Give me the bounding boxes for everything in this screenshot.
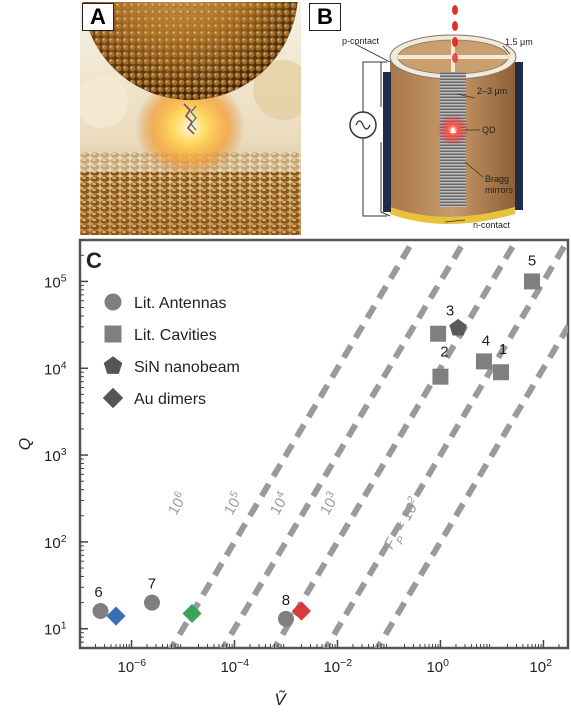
purcell-line [168,240,418,648]
y-axis-label: Q [17,438,34,450]
x-tick-label: 10−6 [117,657,146,676]
data-point-antenna [92,603,109,620]
data-point-label: 6 [94,584,102,601]
data-point-dimer [291,601,312,621]
panel-b-schematic: p-contact n-contact 1.5 μm 2–3 μm QD Bra… [305,2,535,235]
data-point-label: 5 [528,252,536,269]
mirrors-label: mirrors [485,185,513,195]
data-point-label: 7 [148,576,156,593]
x-tick-label: 102 [529,657,552,676]
purcell-line [271,240,520,648]
nanoparticle-illustration [80,2,301,235]
legend-label: SiN nanobeam [134,359,240,376]
data-point-nanobeam [449,318,467,336]
height-label: 2–3 μm [477,86,507,96]
panel-a-image [80,2,301,235]
micropillar-illustration: p-contact n-contact 1.5 μm 2–3 μm QD Bra… [305,2,535,235]
legend-label: Lit. Cavities [134,327,217,344]
legend-label: Au dimers [134,391,206,408]
data-point-cavity [430,325,447,342]
legend-marker-circle [104,293,122,311]
x-axis-label: Ṽ [274,690,287,709]
purcell-line-label: 104 [265,489,293,518]
data-point-cavity [475,353,492,370]
x-tick-label: 10−2 [323,657,352,676]
data-point-dimer [182,603,202,624]
data-point-antenna [143,594,160,611]
data-point-label: 2 [440,344,448,361]
legend-marker-square [104,325,122,343]
n-contact-label: n-contact [473,220,511,230]
x-tick-label: 10−4 [220,657,249,676]
y-tick-label: 105 [44,272,67,291]
data-point-cavity [524,273,541,290]
bragg-label: Bragg [485,174,509,184]
x-tick-label: 100 [426,657,449,676]
y-tick-label: 104 [44,359,67,378]
panel-b-label: B [309,3,341,31]
data-point-label: 4 [482,332,490,349]
y-tick-label: 102 [44,533,67,552]
purcell-line [322,240,568,648]
purcell-line-label: FP = 102 [379,494,428,554]
data-point-label: 3 [446,303,454,320]
data-point-dimer [106,606,126,626]
purcell-line-label: 105 [219,489,247,518]
qd-label: QD [482,125,496,135]
purcell-line-label: 103 [315,489,343,518]
purcell-line-label: 106 [163,489,191,518]
y-tick-label: 103 [44,446,67,465]
panel-c-label: C [86,248,102,273]
legend-label: Lit. Antennas [134,295,227,312]
legend-marker-pentagon [103,356,123,374]
data-point-cavity [432,368,449,385]
panel-a-label: A [82,3,114,31]
data-point-label: 8 [282,592,290,609]
data-point-cavity [493,364,510,381]
purcell-line [219,240,469,648]
width-label: 1.5 μm [505,37,533,47]
legend-marker-diamond [102,387,124,409]
data-point-antenna [277,610,294,627]
data-point-label: 1 [499,341,507,358]
p-contact-label: p-contact [342,36,380,46]
y-tick-label: 101 [44,620,67,639]
